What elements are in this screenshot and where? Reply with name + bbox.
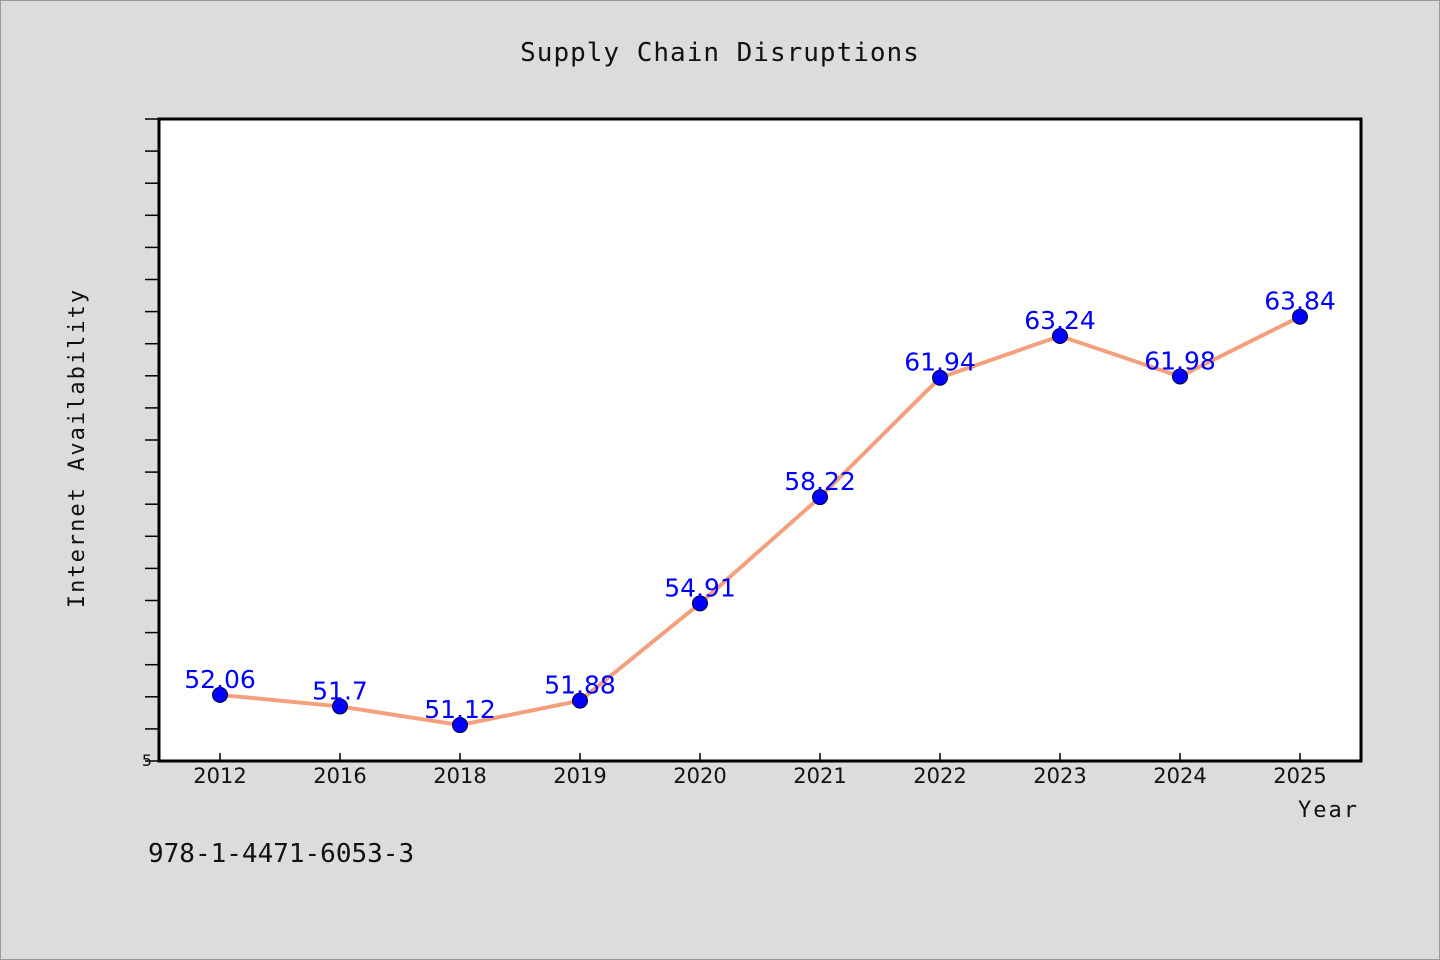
data-point [332,698,348,715]
data-point [1172,368,1188,385]
data-point [452,717,468,734]
chart-title: Supply Chain Disruptions [520,38,920,68]
data-point [1052,327,1068,344]
data-point [932,369,948,386]
data-point [212,686,228,703]
data-label: 61.98 [1144,346,1216,375]
data-label: 63.84 [1264,287,1336,316]
x-tick-label: 2018 [433,764,486,788]
y-axis-ticks [145,118,159,762]
plot-area [157,117,1363,763]
x-axis-ticks: 2012 2016 2018 2019 2020 2021 2022 2023 2024 2025 [193,753,1327,788]
x-tick-label: 2023 [1033,764,1086,788]
x-tick-label: 2012 [193,764,246,788]
x-tick-label: 2025 [1273,764,1326,788]
data-point [692,595,708,612]
data-labels-group: 52.06 51.7 51.12 51.88 54.91 58.22 61.94 63.24 6… [184,287,1336,724]
x-tick-label: 2016 [313,764,366,788]
x-tick-label: 2024 [1153,764,1206,788]
data-label: 51.88 [544,671,616,700]
data-point [812,489,828,506]
data-label: 52.06 [184,665,256,694]
y-tick-label: 5 [142,751,152,770]
y-axis-label: Internet Availability [65,288,90,608]
data-label: 58.22 [784,467,856,496]
footnote-isbn: 978-1-4471-6053-3 [148,839,414,869]
x-tick-label: 2021 [793,764,846,788]
data-label: 54.91 [664,573,736,602]
data-point [1292,308,1308,325]
data-label: 51.12 [424,695,496,724]
x-tick-label: 2020 [673,764,726,788]
x-tick-label: 2022 [913,764,966,788]
series-line [218,314,1302,728]
x-tick-label: 2019 [553,764,606,788]
data-point [572,692,588,709]
data-label: 61.94 [904,348,976,377]
data-label: 63.24 [1024,306,1096,335]
series-group [212,308,1308,734]
x-axis-label: Year [1298,798,1359,823]
data-label: 51.7 [312,676,368,705]
